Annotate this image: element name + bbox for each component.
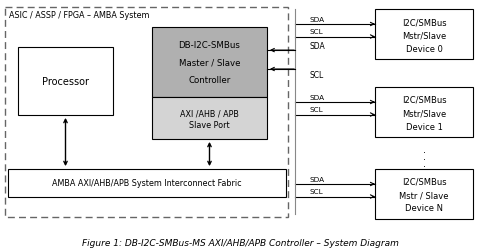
Text: ASIC / ASSP / FPGA – AMBA System: ASIC / ASSP / FPGA – AMBA System bbox=[9, 10, 149, 20]
Text: I2C/SMBus: I2C/SMBus bbox=[402, 18, 446, 27]
Text: Master / Slave: Master / Slave bbox=[179, 58, 240, 67]
Text: Mstr / Slave: Mstr / Slave bbox=[399, 191, 449, 200]
Text: Mstr/Slave: Mstr/Slave bbox=[402, 109, 446, 118]
Text: Device N: Device N bbox=[405, 204, 443, 213]
Bar bbox=[18, 48, 113, 116]
Bar bbox=[5, 8, 288, 217]
Text: I2C/SMBus: I2C/SMBus bbox=[402, 96, 446, 104]
Text: .: . bbox=[422, 152, 425, 161]
Text: Device 1: Device 1 bbox=[406, 122, 443, 131]
Text: SCL: SCL bbox=[309, 71, 323, 80]
Text: .: . bbox=[422, 158, 425, 168]
Text: Mstr/Slave: Mstr/Slave bbox=[402, 31, 446, 40]
Text: Slave Port: Slave Port bbox=[189, 120, 230, 129]
Text: SDA: SDA bbox=[309, 94, 324, 100]
Text: AMBA AXI/AHB/APB System Interconnect Fabric: AMBA AXI/AHB/APB System Interconnect Fab… bbox=[52, 179, 242, 188]
Text: Processor: Processor bbox=[42, 77, 89, 87]
Text: .: . bbox=[422, 144, 425, 154]
Text: Figure 1: DB-I2C-SMBus-MS AXI/AHB/APB Controller – System Diagram: Figure 1: DB-I2C-SMBus-MS AXI/AHB/APB Co… bbox=[82, 238, 398, 248]
Text: SCL: SCL bbox=[309, 189, 323, 195]
Text: Device 0: Device 0 bbox=[406, 44, 443, 53]
Bar bbox=[375, 169, 473, 219]
Text: SDA: SDA bbox=[309, 176, 324, 182]
Text: AXI /AHB / APB: AXI /AHB / APB bbox=[180, 109, 239, 118]
Text: SCL: SCL bbox=[309, 30, 323, 35]
Text: SDA: SDA bbox=[309, 17, 324, 23]
Text: Controller: Controller bbox=[188, 76, 230, 85]
Text: I2C/SMBus: I2C/SMBus bbox=[402, 177, 446, 186]
Bar bbox=[152, 98, 267, 140]
Text: SDA: SDA bbox=[309, 42, 325, 50]
Bar bbox=[375, 10, 473, 60]
Text: DB-I2C-SMBus: DB-I2C-SMBus bbox=[179, 41, 240, 50]
Text: SCL: SCL bbox=[309, 107, 323, 113]
Bar bbox=[375, 88, 473, 138]
Bar bbox=[8, 169, 286, 197]
Bar bbox=[152, 28, 267, 98]
